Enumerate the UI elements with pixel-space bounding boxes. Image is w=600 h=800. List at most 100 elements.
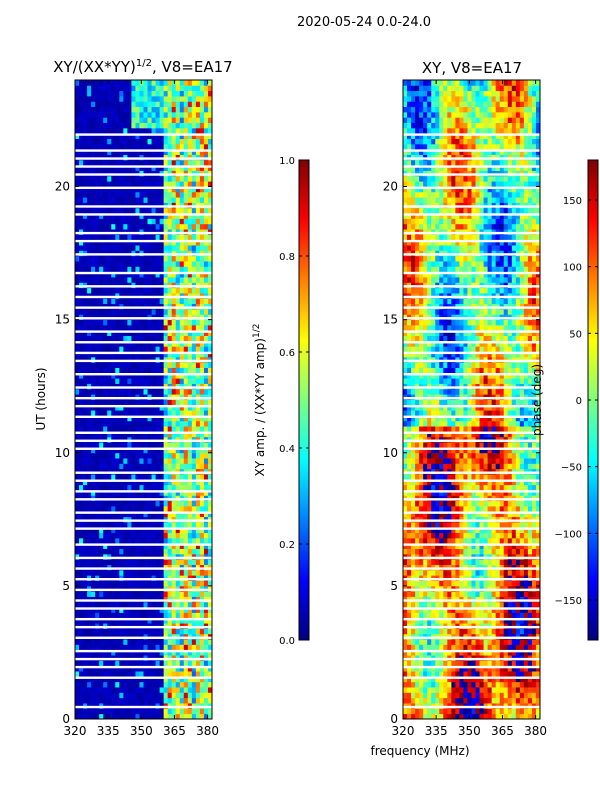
heatmap-cell (127, 442, 132, 448)
heatmap-cell (151, 649, 156, 656)
heatmap-cell (115, 708, 120, 715)
heatmap-cell (455, 617, 460, 624)
heatmap-cell (535, 713, 540, 719)
heatmap-cell (91, 537, 96, 544)
heatmap-cell (187, 330, 193, 336)
heatmap-cell (159, 617, 165, 624)
heatmap-cell (147, 191, 152, 198)
heatmap-cell (191, 474, 197, 480)
heatmap-cell (519, 713, 525, 719)
heatmap-cell (511, 697, 517, 704)
heatmap-cell (103, 308, 108, 315)
heatmap-cell (403, 628, 408, 635)
heatmap-cell (515, 628, 521, 635)
heatmap-cell (519, 697, 525, 704)
heatmap-cell (135, 569, 140, 576)
heatmap-cell (171, 133, 177, 139)
heatmap-cell (479, 617, 484, 624)
heatmap-cell (155, 181, 161, 187)
heatmap-cell (175, 340, 181, 347)
heatmap-cell (111, 649, 116, 656)
heatmap-cell (143, 367, 148, 374)
heatmap-cell (163, 80, 169, 86)
heatmap-cell (115, 532, 120, 539)
heatmap-cell (131, 308, 136, 315)
heatmap-cell (203, 687, 209, 693)
heatmap-cell (87, 713, 92, 719)
heatmap-cell (151, 537, 156, 544)
heatmap-cell (175, 298, 181, 305)
heatmap-cell (107, 415, 112, 422)
heatmap-cell (87, 165, 92, 171)
heatmap-cell (107, 612, 112, 619)
heatmap-cell (183, 692, 189, 699)
heatmap-cell (135, 175, 140, 182)
heatmap-cell (199, 569, 205, 576)
heatmap-cell (203, 644, 209, 651)
heatmap-cell (119, 80, 124, 86)
heatmap-cell (207, 591, 212, 597)
heatmap-cell (519, 607, 525, 613)
heatmap-cell (83, 474, 88, 480)
heatmap-cell (435, 665, 440, 672)
heatmap-cell (103, 165, 108, 171)
heatmap-cell (91, 298, 96, 305)
heatmap-cell (135, 261, 140, 267)
heatmap-cell (143, 426, 148, 432)
heatmap-cell (95, 298, 100, 305)
heatmap-cell (115, 639, 120, 645)
heatmap-cell (123, 255, 128, 262)
heatmap-cell (191, 298, 197, 305)
heatmap-cell (167, 410, 173, 416)
heatmap-cell (535, 692, 540, 699)
heatmap-cell (119, 277, 124, 283)
heatmap-cell (175, 569, 181, 576)
heatmap-cell (151, 234, 156, 241)
heatmap-cell (527, 692, 533, 699)
heatmap-cell (207, 372, 212, 379)
heatmap-cell (155, 106, 161, 113)
heatmap-cell (171, 420, 177, 427)
heatmap-cell (419, 713, 424, 719)
heatmap-cell (151, 324, 156, 331)
heatmap-cell (123, 261, 128, 267)
heatmap-cell (103, 548, 108, 555)
heatmap-cell (203, 159, 209, 166)
heatmap-cell (95, 80, 100, 86)
heatmap-cell (207, 186, 212, 193)
heatmap-cell (99, 665, 104, 672)
heatmap-cell (443, 660, 448, 667)
heatmap-cell (107, 399, 112, 406)
heatmap-cell (203, 474, 209, 480)
heatmap-cell (91, 213, 96, 219)
heatmap-cell (107, 452, 112, 459)
heatmap-cell (123, 197, 128, 203)
heatmap-cell (527, 601, 533, 608)
heatmap-cell (111, 490, 116, 496)
heatmap-cell (83, 266, 88, 273)
heatmap-cell (119, 351, 124, 358)
heatmap-cell (99, 676, 104, 683)
heatmap-cell (159, 692, 165, 699)
heatmap-cell (171, 532, 177, 539)
heatmap-cell (447, 601, 452, 608)
heatmap-cell (87, 271, 92, 278)
heatmap-cell (95, 628, 100, 635)
heatmap-cell (171, 218, 177, 225)
heatmap-cell (491, 628, 497, 635)
heatmap-cell (207, 426, 212, 432)
heatmap-cell (107, 426, 112, 432)
heatmap-cell (83, 80, 88, 86)
heatmap-cell (147, 388, 152, 395)
heatmap-cell (99, 372, 104, 379)
heatmap-cell (483, 628, 489, 635)
heatmap-cell (187, 660, 193, 667)
heatmap-cell (127, 500, 132, 507)
heatmap-cell (183, 149, 189, 155)
data-gap (75, 330, 212, 333)
heatmap-cell (507, 697, 513, 704)
heatmap-cell (147, 601, 152, 608)
heatmap-cell (115, 681, 120, 688)
heatmap-cell (175, 271, 181, 278)
heatmap-cell (167, 617, 173, 624)
